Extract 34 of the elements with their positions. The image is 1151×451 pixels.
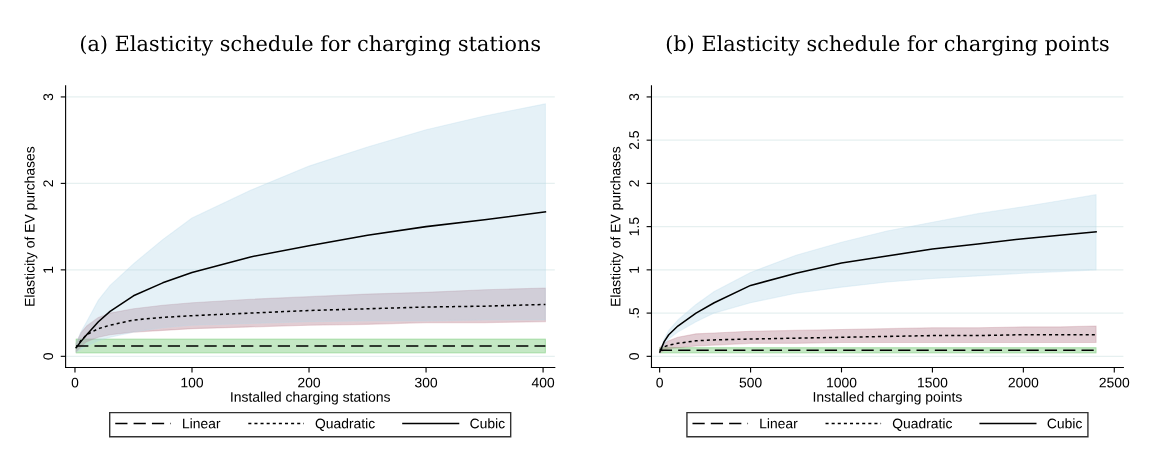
x-tick-label: 500 [739, 377, 762, 388]
y-tick-label: 3 [629, 93, 639, 101]
x-tick-label: 1000 [827, 377, 857, 388]
x-tick-label: 0 [656, 377, 663, 388]
x-tick-label: 400 [531, 377, 555, 388]
y-tick-label: 1.5 [629, 217, 639, 236]
x-axis-title: Installed charging points [813, 391, 962, 405]
x-tick-label: 0 [71, 377, 79, 388]
legend-label: Quadratic [892, 418, 953, 431]
y-tick-label: 1 [43, 266, 53, 273]
x-tick-label: 100 [181, 377, 204, 388]
y-tick-label: 1 [629, 266, 639, 273]
legend-label: Linear [183, 418, 221, 429]
x-tick-label: 2500 [1099, 377, 1130, 388]
x-tick-label: 200 [298, 377, 321, 388]
legend-label: Cubic [470, 418, 505, 429]
y-tick-label: 2.5 [629, 131, 639, 150]
y-tick-label: .5 [629, 307, 639, 318]
chart-title: (b) Elasticity schedule for charging points [666, 35, 1109, 56]
y-tick-label: 2 [43, 180, 53, 187]
legend-label: Quadratic [315, 418, 375, 431]
x-tick-label: 300 [415, 377, 438, 388]
legend-label: Cubic [1047, 418, 1082, 429]
y-axis-title: Elasticity of EV purchases [24, 146, 38, 306]
x-tick-label: 2000 [1008, 377, 1039, 388]
x-axis-title: Installed charging stations [231, 391, 390, 405]
legend-label: Linear [760, 418, 798, 429]
y-tick-label: 2 [629, 180, 639, 187]
chart-title: (a) Elasticity schedule for charging stations [80, 35, 540, 56]
y-axis-title: Elasticity of EV purchases [610, 146, 624, 306]
y-tick-label: 3 [43, 93, 54, 101]
y-tick-label: 0 [43, 353, 54, 360]
x-tick-label: 1500 [918, 377, 948, 388]
y-tick-label: 0 [629, 353, 639, 360]
